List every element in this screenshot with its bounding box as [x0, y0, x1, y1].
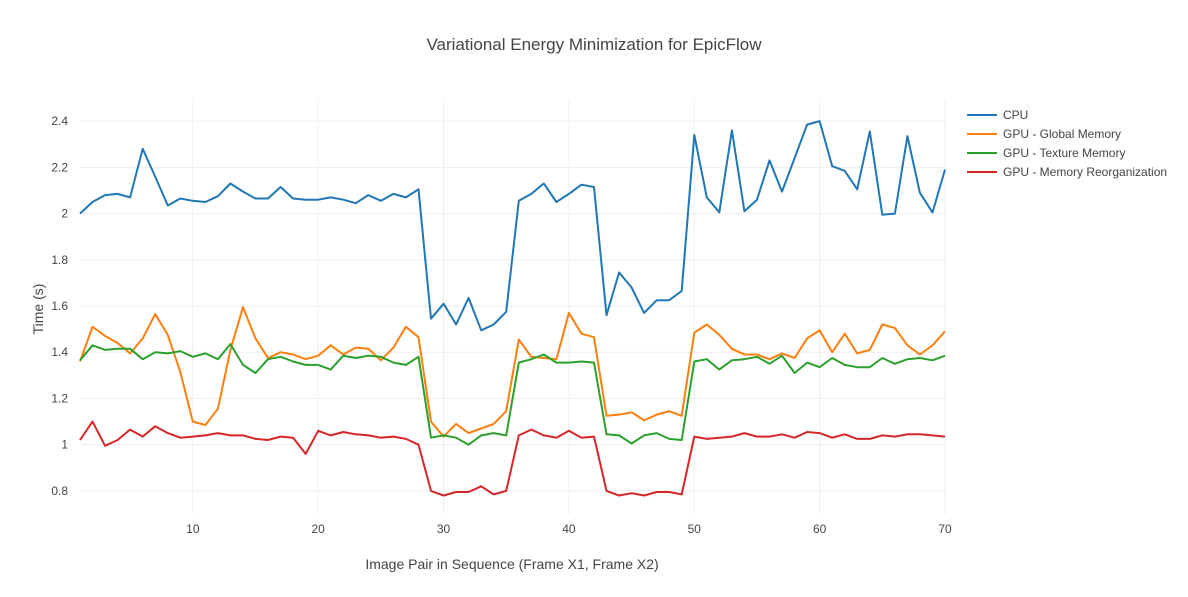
legend-item[interactable]: GPU - Texture Memory: [967, 146, 1125, 160]
y-axis-ticks: 0.8 1 1.2 1.4 1.6 1.8 2 2.2 2.4: [51, 114, 68, 498]
y-tick-label: 1.8: [51, 253, 68, 267]
x-tick-label: 20: [312, 522, 326, 536]
x-tick-label: 60: [813, 522, 827, 536]
y-tick-label: 2.4: [51, 114, 68, 128]
grid: [80, 98, 946, 514]
x-tick-label: 40: [562, 522, 576, 536]
legend-item[interactable]: GPU - Global Memory: [967, 127, 1121, 141]
series-line-gpu-global-memory[interactable]: [79, 306, 946, 438]
y-tick-label: 0.8: [51, 484, 68, 498]
y-tick-label: 1.2: [51, 391, 68, 405]
legend-label: GPU - Memory Reorganization: [1003, 165, 1167, 179]
y-axis-label: Time (s): [30, 284, 46, 335]
series-line-gpu-texture-memory[interactable]: [79, 343, 946, 446]
series-line-gpu-memory-reorganization[interactable]: [79, 420, 946, 497]
x-tick-label: 10: [186, 522, 200, 536]
x-axis-label: Image Pair in Sequence (Frame X1, Frame …: [365, 556, 658, 572]
legend-item[interactable]: CPU: [967, 108, 1028, 122]
plot-area: [79, 120, 946, 497]
legend[interactable]: CPU GPU - Global Memory GPU - Texture Memo…: [967, 108, 1167, 179]
x-axis-ticks: 10 20 30 40 50 60 70: [186, 522, 952, 536]
x-tick-label: 30: [437, 522, 451, 536]
legend-item[interactable]: GPU - Memory Reorganization: [967, 165, 1167, 179]
legend-label: GPU - Global Memory: [1003, 127, 1121, 141]
x-tick-label: 70: [938, 522, 952, 536]
y-tick-label: 1.4: [51, 345, 68, 359]
y-tick-label: 2.2: [51, 160, 68, 174]
y-tick-label: 1: [61, 438, 68, 452]
y-tick-label: 1.6: [51, 299, 68, 313]
legend-label: GPU - Texture Memory: [1003, 146, 1125, 160]
series-line-cpu[interactable]: [79, 120, 946, 332]
x-tick-label: 50: [688, 522, 702, 536]
chart-title: Variational Energy Minimization for Epic…: [426, 35, 762, 54]
y-tick-label: 2: [61, 207, 68, 221]
legend-label: CPU: [1003, 108, 1028, 122]
